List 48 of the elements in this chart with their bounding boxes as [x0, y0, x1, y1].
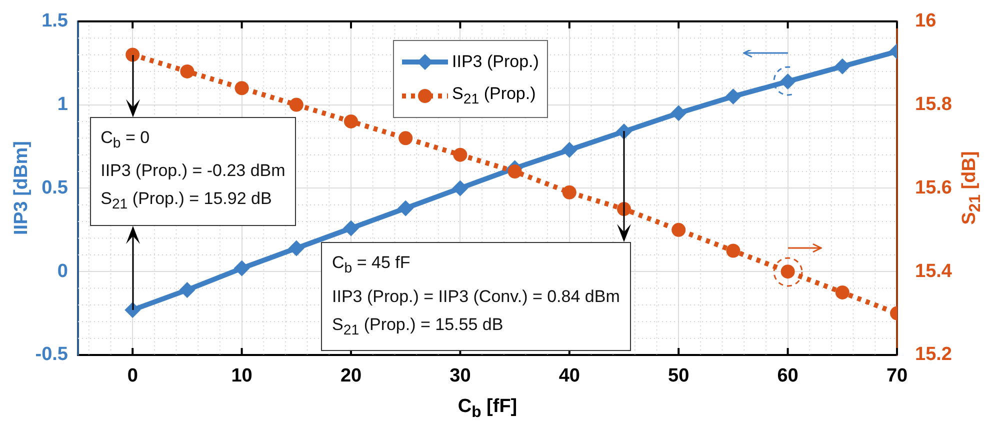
x-tick-label: 60	[777, 366, 798, 387]
point	[398, 131, 413, 146]
y2-tick-label: 15.4	[915, 260, 952, 282]
y-tick-label: -0.5	[35, 344, 68, 366]
point	[726, 244, 740, 258]
x-axis-title: C$_{b}$ [fF]	[458, 396, 518, 422]
annotation: C$_{b}$ = 45 fF IIP3 (Prop.) = IIP3 (Conv.) = 0.84 dBm S$_{21}$ (Prop.) = 15.55 dB	[321, 242, 631, 352]
x-tick-label: 30	[450, 366, 471, 387]
y-tick-label: 0	[57, 260, 68, 282]
y-tick-label: 0.5	[42, 177, 68, 198]
x-tick-label: 50	[668, 366, 690, 387]
point	[834, 58, 850, 74]
point	[234, 260, 250, 276]
point	[453, 148, 468, 162]
x-tick-label: 70	[886, 366, 908, 387]
point	[616, 123, 632, 140]
point	[670, 105, 687, 122]
point	[126, 48, 140, 62]
point	[124, 302, 141, 318]
point	[835, 285, 850, 300]
legend-label: IIP3 (Prop.)	[452, 52, 539, 72]
y-axis-title: IIP3 [dBm]	[11, 141, 33, 236]
annotation: C$_{b}$ = 0 IIP3 (Prop.) = -0.23 dBm S$_{21}$ (Prop.) = 15.92 dB	[90, 116, 296, 226]
point	[508, 164, 522, 179]
point	[344, 114, 358, 128]
point	[289, 98, 304, 112]
point	[180, 64, 194, 78]
x-tick-label: 20	[340, 366, 362, 387]
point	[234, 81, 249, 96]
y2-tick-label: 15.8	[915, 94, 952, 116]
y2-tick-label: 15.2	[915, 344, 952, 366]
point	[725, 88, 742, 104]
y2-tick-label: 16	[915, 10, 936, 32]
point	[288, 240, 304, 256]
point	[452, 180, 468, 196]
point	[561, 142, 578, 158]
y-tick-label: 1	[57, 94, 68, 116]
y-tick-label: 1.5	[42, 10, 68, 32]
legend-label: S$_{21}$ (Prop.)	[452, 84, 536, 108]
point	[672, 222, 686, 237]
point	[398, 200, 414, 216]
point	[179, 282, 196, 298]
y2-tick-label: 15.6	[915, 177, 952, 198]
x-tick-label: 0	[127, 366, 138, 387]
point	[343, 220, 359, 236]
x-tick-label: 10	[231, 366, 252, 387]
x-tick-label: 40	[558, 366, 580, 387]
point	[562, 185, 576, 200]
